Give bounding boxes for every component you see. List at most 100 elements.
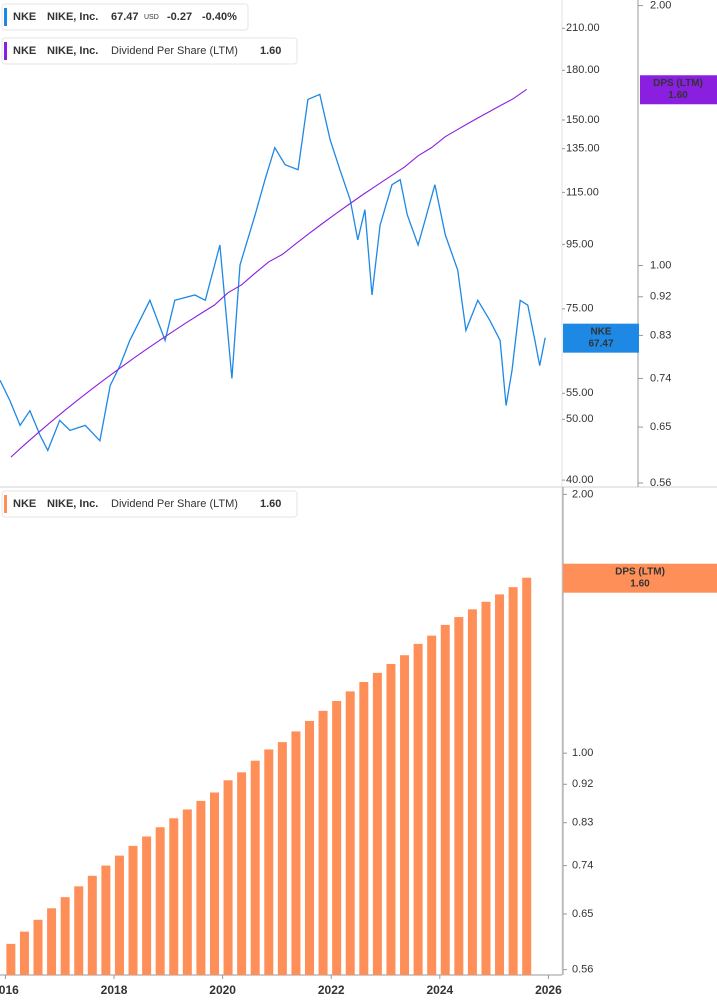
- bar: [209, 792, 219, 975]
- bar: [481, 601, 491, 975]
- legend-text: NIKE, Inc.: [47, 11, 98, 23]
- x-tick-label: 2026: [535, 983, 562, 997]
- y-tick-label: 180.00: [566, 64, 600, 76]
- legend-swatch: [4, 42, 7, 60]
- bar: [332, 700, 342, 975]
- y-tick-label: 75.00: [566, 303, 594, 315]
- legend-box: [1, 37, 298, 65]
- dps-badge-name: DPS (LTM): [615, 566, 665, 577]
- bar: [386, 663, 396, 975]
- legend-swatch: [4, 495, 7, 513]
- bar: [400, 655, 410, 975]
- bar: [264, 749, 274, 975]
- bar: [101, 865, 111, 975]
- y-tick-label: 40.00: [566, 474, 594, 486]
- bar: [6, 943, 16, 975]
- legend-box: [1, 3, 249, 31]
- legend-text: NKE: [13, 11, 36, 23]
- bar: [522, 577, 532, 975]
- price-badge-value: 67.47: [588, 338, 613, 349]
- bar: [169, 818, 179, 975]
- y-tick-label: 210.00: [566, 22, 600, 34]
- y-tick-label: 115.00: [566, 186, 599, 198]
- x-tick-label: 2018: [101, 983, 128, 997]
- legend-box: [1, 490, 298, 518]
- legend-text: NIKE, Inc.: [47, 45, 98, 57]
- y-tick-label: 0.74: [572, 859, 593, 871]
- y2-tick-label: 0.83: [650, 329, 671, 341]
- y-tick-label: 0.56: [572, 964, 593, 976]
- y-tick-label: 0.83: [572, 817, 593, 829]
- y2-tick-label: 0.74: [650, 372, 671, 384]
- bar: [427, 635, 437, 975]
- bar: [47, 908, 57, 975]
- legend-text: NKE: [13, 45, 36, 57]
- bar: [142, 836, 152, 975]
- x-tick-label: 2016: [0, 983, 19, 997]
- x-tick-label: 2020: [209, 983, 236, 997]
- legend-text: 1.60: [260, 45, 281, 57]
- bar: [305, 720, 315, 975]
- y-tick-label: 50.00: [566, 413, 594, 425]
- price-badge: [563, 323, 639, 353]
- bar: [19, 931, 29, 975]
- legend-text: NIKE, Inc.: [47, 498, 98, 510]
- y-tick-label: 2.00: [572, 488, 593, 500]
- price-badge-name: NKE: [590, 326, 611, 337]
- bar: [359, 682, 369, 975]
- bar: [345, 691, 355, 975]
- bar: [454, 617, 464, 975]
- bar: [223, 780, 233, 975]
- legend-text: -0.27: [167, 11, 192, 23]
- dps-badge-name: DPS (LTM): [653, 78, 703, 89]
- dps-badge: [640, 75, 717, 105]
- dps-badge: [563, 563, 717, 593]
- y2-tick-label: 0.92: [650, 291, 671, 303]
- bar: [495, 594, 505, 975]
- bar: [237, 772, 247, 975]
- bar: [33, 919, 43, 975]
- y-tick-label: 1.00: [572, 747, 593, 759]
- bar: [372, 672, 382, 975]
- y-tick-label: 0.92: [572, 778, 593, 790]
- series-line: [0, 93, 546, 452]
- bar: [128, 845, 138, 975]
- y2-tick-label: 2.00: [650, 0, 671, 11]
- y2-tick-label: 1.00: [650, 259, 671, 271]
- legend-text: -0.40%: [202, 11, 237, 23]
- bar: [318, 710, 328, 975]
- bar: [74, 886, 84, 975]
- bar: [114, 855, 124, 975]
- bar: [196, 800, 206, 975]
- y-tick-label: 150.00: [566, 114, 600, 126]
- x-tick-label: 2024: [426, 983, 453, 997]
- legend-text: USD: [144, 14, 159, 21]
- legend-text: 67.47: [111, 11, 139, 23]
- bar: [87, 875, 97, 975]
- bar: [277, 742, 287, 975]
- legend-text: 1.60: [260, 498, 281, 510]
- bar: [467, 609, 477, 975]
- bar: [182, 809, 192, 975]
- y-tick-label: 135.00: [566, 143, 600, 155]
- legend-text: Dividend Per Share (LTM): [111, 45, 238, 57]
- y-tick-label: 95.00: [566, 238, 594, 250]
- y2-tick-label: 0.56: [650, 477, 671, 489]
- x-tick-label: 2022: [318, 983, 345, 997]
- legend-swatch: [4, 8, 7, 26]
- bar: [508, 587, 518, 975]
- y-tick-label: 0.65: [572, 908, 593, 920]
- legend-text: NKE: [13, 498, 36, 510]
- bar: [440, 624, 450, 975]
- y2-tick-label: 0.65: [650, 421, 671, 433]
- bar: [250, 760, 260, 975]
- bar: [291, 731, 301, 975]
- dps-badge-value: 1.60: [668, 90, 688, 101]
- y-tick-label: 55.00: [566, 387, 594, 399]
- bar: [155, 827, 165, 975]
- dps-badge-value: 1.60: [630, 578, 650, 589]
- legend-text: Dividend Per Share (LTM): [111, 498, 238, 510]
- bar: [413, 643, 423, 975]
- bar: [60, 897, 70, 975]
